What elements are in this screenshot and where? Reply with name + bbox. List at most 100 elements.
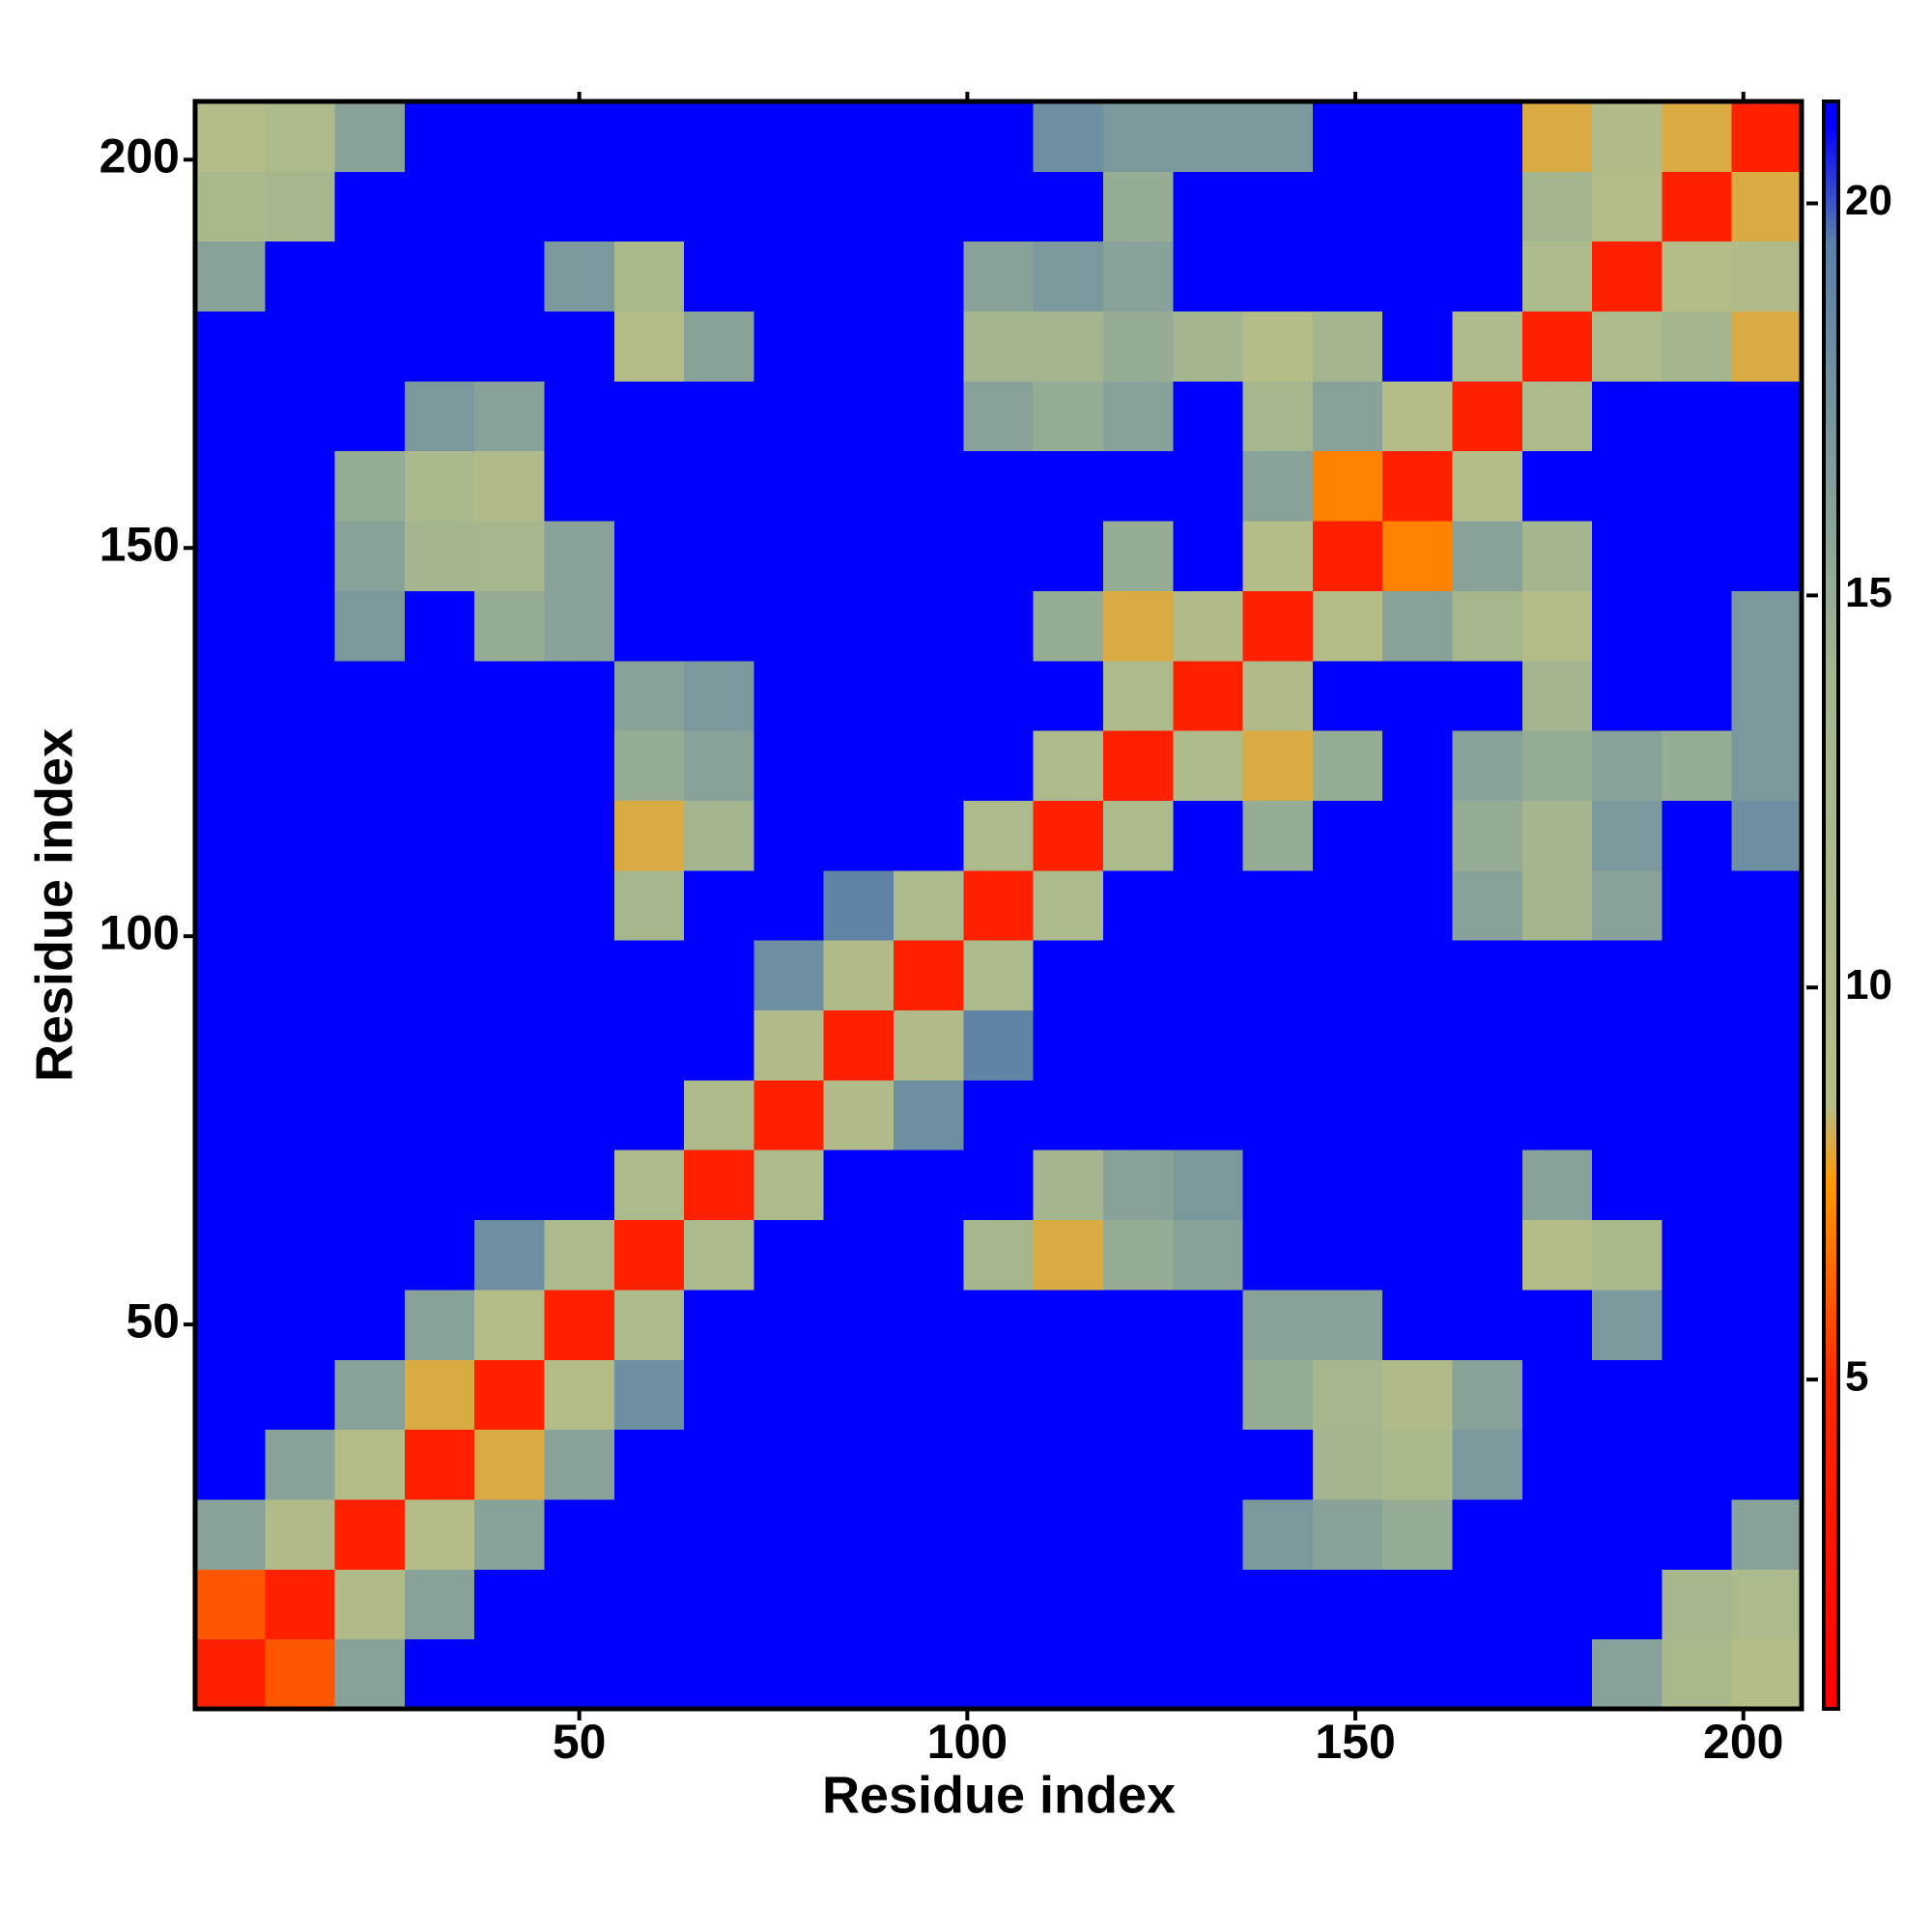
x-tick-label: 100: [927, 1715, 1008, 1769]
heatmap-cell: [613, 171, 685, 242]
heatmap-cell: [1033, 730, 1104, 801]
heatmap-cell: [265, 1429, 336, 1500]
heatmap-cell: [1312, 590, 1383, 662]
heatmap-cell: [1521, 1498, 1593, 1570]
heatmap-cell: [894, 1289, 964, 1360]
heatmap-cell: [613, 1219, 685, 1291]
heatmap-cell: [753, 940, 825, 1011]
heatmap-cell: [1382, 311, 1453, 382]
heatmap-cell: [265, 1289, 336, 1360]
heatmap-cell: [474, 311, 546, 382]
heatmap-cell: [1033, 590, 1104, 662]
colorbar: [1822, 99, 1840, 1711]
heatmap-cell: [1382, 940, 1453, 1011]
heatmap-cell: [1731, 381, 1803, 452]
x-axis-title: Residue index: [822, 1766, 1176, 1824]
heatmap-cell: [1521, 1429, 1593, 1500]
heatmap-cell: [963, 1219, 1035, 1291]
heatmap-cell: [1312, 311, 1383, 382]
heatmap-cell: [1521, 800, 1593, 871]
heatmap-cell: [1102, 590, 1174, 662]
heatmap-cell: [1521, 101, 1593, 172]
heatmap-cell: [684, 1429, 754, 1500]
heatmap-cell: [544, 1009, 615, 1081]
heatmap-cell: [1382, 1289, 1453, 1360]
heatmap-cell: [1173, 1429, 1244, 1500]
heatmap-cell: [753, 1289, 825, 1360]
heatmap-cell: [1102, 800, 1174, 871]
heatmap-cell: [1033, 311, 1104, 382]
heatmap-cell: [265, 1498, 336, 1570]
heatmap-cell: [894, 1638, 964, 1710]
heatmap-cell: [1033, 101, 1104, 172]
heatmap-cell: [1592, 450, 1662, 522]
heatmap-cell: [684, 1498, 754, 1570]
heatmap-cell: [1592, 101, 1662, 172]
heatmap: [195, 101, 1803, 1710]
heatmap-cell: [823, 381, 895, 452]
heatmap-cell: [963, 940, 1035, 1011]
heatmap-cell: [823, 101, 895, 172]
heatmap-cell: [1731, 1009, 1803, 1081]
heatmap-cell: [404, 450, 475, 522]
heatmap-cell: [404, 1638, 475, 1710]
heatmap-cell: [1521, 1569, 1593, 1640]
heatmap-cell: [894, 450, 964, 522]
heatmap-cell: [963, 869, 1035, 941]
heatmap-cell: [613, 660, 685, 731]
heatmap-cell: [1592, 1429, 1662, 1500]
heatmap-cell: [1242, 660, 1314, 731]
heatmap-cell: [404, 241, 475, 312]
heatmap-cell: [195, 171, 266, 242]
heatmap-cell: [963, 1289, 1035, 1360]
heatmap-cell: [1102, 1638, 1174, 1710]
heatmap-cell: [613, 241, 685, 312]
heatmap-cell: [1173, 1289, 1244, 1360]
heatmap-cell: [265, 1079, 336, 1151]
heatmap-cell: [544, 1429, 615, 1500]
heatmap-cell: [1662, 101, 1733, 172]
heatmap-cell: [823, 1429, 895, 1500]
heatmap-cell: [613, 521, 685, 591]
heatmap-cell: [894, 590, 964, 662]
heatmap-cell: [684, 1289, 754, 1360]
heatmap-cell: [1102, 1150, 1174, 1221]
heatmap-cell: [753, 660, 825, 731]
heatmap-cell: [1033, 450, 1104, 522]
heatmap-cell: [613, 800, 685, 871]
heatmap-cell: [753, 869, 825, 941]
heatmap-cell: [1173, 730, 1244, 801]
heatmap-cell: [1242, 1498, 1314, 1570]
heatmap-cell: [1102, 940, 1174, 1011]
heatmap-cell: [963, 1359, 1035, 1431]
heatmap-cell: [753, 1638, 825, 1710]
heatmap-cell: [823, 171, 895, 242]
x-tick-label: 200: [1703, 1715, 1783, 1769]
heatmap-cell: [1102, 1359, 1174, 1431]
heatmap-cell: [1382, 241, 1453, 312]
heatmap-cell: [265, 311, 336, 382]
heatmap-cell: [1382, 101, 1453, 172]
heatmap-cell: [823, 1289, 895, 1360]
heatmap-cell: [1592, 1150, 1662, 1221]
heatmap-cell: [1382, 450, 1453, 522]
heatmap-cell: [1521, 1289, 1593, 1360]
heatmap-cell: [474, 730, 546, 801]
heatmap-cell: [753, 521, 825, 591]
heatmap-cell: [963, 1009, 1035, 1081]
heatmap-cell: [1382, 1429, 1453, 1500]
heatmap-cell: [963, 590, 1035, 662]
heatmap-cell: [1521, 1219, 1593, 1291]
heatmap-cell: [1521, 869, 1593, 941]
heatmap-cell: [963, 521, 1035, 591]
heatmap-cell: [1731, 800, 1803, 871]
heatmap-cell: [1173, 1569, 1244, 1640]
heatmap-cell: [544, 940, 615, 1011]
heatmap-cell: [195, 1359, 266, 1431]
heatmap-cell: [613, 1569, 685, 1640]
heatmap-cell: [265, 800, 336, 871]
heatmap-cell: [265, 660, 336, 731]
heatmap-cell: [195, 1569, 266, 1640]
heatmap-cell: [474, 1498, 546, 1570]
heatmap-cell: [1662, 1498, 1733, 1570]
